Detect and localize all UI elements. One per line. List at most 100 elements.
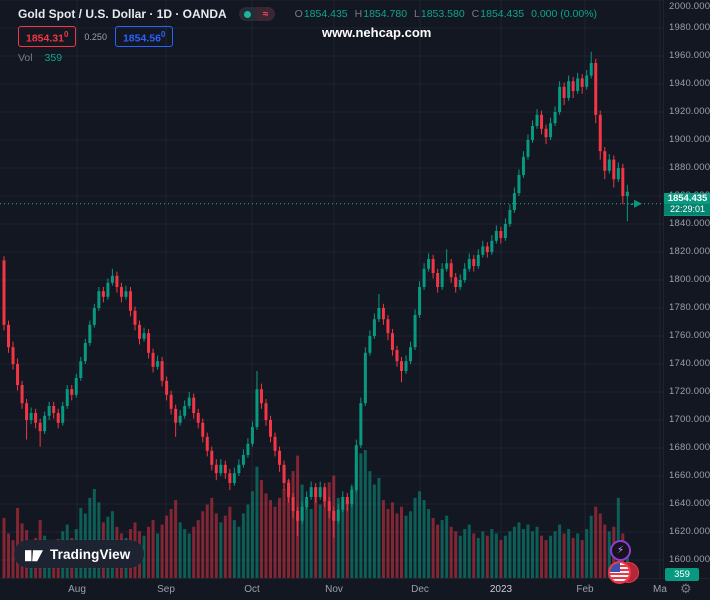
volume-bar bbox=[11, 540, 15, 578]
gear-icon[interactable]: ⚙ bbox=[680, 581, 692, 596]
volume-bar bbox=[517, 522, 521, 578]
time-tick-label: Sep bbox=[157, 584, 175, 595]
volume-bar bbox=[350, 486, 354, 578]
candle-body bbox=[598, 114, 602, 152]
candle-body bbox=[359, 403, 363, 446]
volume-bar bbox=[228, 506, 232, 578]
candle-body bbox=[282, 464, 286, 483]
volume-label[interactable]: Vol bbox=[18, 52, 33, 64]
candle-body bbox=[445, 263, 449, 269]
price-tick-label: 1720.000 bbox=[669, 386, 710, 397]
candle-body bbox=[521, 156, 525, 175]
candle-body bbox=[178, 415, 182, 423]
candle-body bbox=[363, 352, 367, 404]
candle-body bbox=[88, 324, 92, 343]
candle-body bbox=[83, 343, 87, 362]
volume-bar bbox=[549, 535, 553, 578]
volume-bar bbox=[151, 520, 155, 578]
candle-body bbox=[589, 63, 593, 76]
lightning-alert-icon[interactable]: ⚡ bbox=[610, 540, 631, 561]
candle-body bbox=[61, 406, 65, 423]
candle-body bbox=[2, 260, 6, 325]
price-tick-label: 1800.000 bbox=[669, 274, 710, 285]
low-label: L bbox=[414, 8, 420, 20]
candle-body bbox=[101, 291, 105, 297]
volume-bar bbox=[390, 502, 394, 578]
candle-body bbox=[110, 275, 114, 283]
price-axis[interactable]: 1854.435 22:29:01 359 2000.000 1980.000 19… bbox=[663, 0, 710, 581]
economic-event-icons[interactable] bbox=[608, 561, 642, 584]
volume-bar bbox=[607, 531, 611, 578]
volume-bar bbox=[259, 480, 263, 578]
volume-bar bbox=[598, 513, 602, 578]
current-price: 1854.435 bbox=[667, 192, 708, 204]
candle-body bbox=[594, 63, 598, 115]
symbol-title[interactable]: Gold Spot / U.S. Dollar · 1D · OANDA bbox=[18, 7, 227, 21]
candle-body bbox=[79, 361, 83, 378]
candle-body bbox=[354, 445, 358, 490]
volume-bar bbox=[2, 517, 6, 578]
candle-body bbox=[305, 497, 309, 507]
volume-bar bbox=[526, 524, 530, 578]
volume-bar bbox=[165, 515, 169, 578]
candle-body bbox=[463, 268, 467, 280]
volume-bar bbox=[413, 497, 417, 578]
chart-canvas[interactable] bbox=[0, 0, 663, 578]
candle-body bbox=[142, 333, 146, 339]
visibility-dot-icon[interactable] bbox=[239, 7, 257, 21]
volume-bar bbox=[499, 540, 503, 578]
volume-bar bbox=[558, 524, 562, 578]
candle-body bbox=[278, 450, 282, 465]
volume-axis-badge: 359 bbox=[665, 568, 699, 581]
us-flag-event-icon[interactable] bbox=[608, 561, 631, 584]
volume-bar bbox=[589, 515, 593, 578]
buy-ask-button[interactable]: 1854.560 bbox=[114, 25, 174, 48]
time-axis[interactable]: Aug Sep Oct Nov Dec 2023 Feb Ma bbox=[0, 578, 710, 600]
goto-realtime-arrow-icon[interactable] bbox=[634, 199, 642, 208]
volume-bar bbox=[368, 471, 372, 578]
candle-body bbox=[192, 397, 196, 413]
candle-body bbox=[246, 443, 250, 455]
tradingview-logo[interactable]: TradingView bbox=[14, 540, 145, 568]
candle-body bbox=[485, 246, 489, 252]
candle-body bbox=[512, 193, 516, 210]
volume-bar bbox=[314, 495, 318, 578]
volume-bar bbox=[530, 531, 534, 578]
candle-body bbox=[327, 501, 331, 511]
low-value: 1853.580 bbox=[420, 8, 465, 20]
legend-lines-icon[interactable]: ≈ bbox=[256, 7, 275, 21]
volume-bar bbox=[463, 529, 467, 578]
volume-bar bbox=[7, 533, 11, 578]
candle-body bbox=[269, 420, 273, 437]
volume-bar bbox=[399, 506, 403, 578]
volume-bar bbox=[246, 504, 250, 578]
volume-bar bbox=[436, 524, 440, 578]
candle-body bbox=[576, 78, 580, 91]
volume-bar bbox=[210, 497, 214, 578]
candle-body bbox=[128, 291, 132, 311]
price-tick-label: 1740.000 bbox=[669, 358, 710, 369]
close-label: C bbox=[471, 8, 480, 20]
candle-body bbox=[43, 415, 47, 432]
candle-body bbox=[503, 224, 507, 238]
high-value: 1854.780 bbox=[363, 8, 408, 20]
candle-body bbox=[223, 464, 227, 474]
candle-body bbox=[7, 324, 11, 348]
candle-body bbox=[526, 140, 530, 157]
volume-bar bbox=[305, 500, 309, 578]
price-tick-label: 1680.000 bbox=[669, 442, 710, 453]
volume-bar bbox=[503, 535, 507, 578]
price-tick-label: 1960.000 bbox=[669, 50, 710, 61]
volume-bar bbox=[273, 506, 277, 578]
legend-toggle-pill[interactable]: ≈ bbox=[238, 7, 275, 21]
current-price-badge: 1854.435 22:29:01 bbox=[664, 192, 710, 216]
candle-body bbox=[133, 310, 137, 325]
candle-body bbox=[571, 81, 575, 91]
candle-body bbox=[549, 123, 553, 138]
volume-bar bbox=[512, 526, 516, 578]
candle-body bbox=[530, 126, 534, 140]
tradingview-logo-text: TradingView bbox=[50, 546, 131, 562]
candle-body bbox=[34, 413, 38, 423]
sell-bid-button[interactable]: 1854.310 bbox=[18, 25, 77, 48]
